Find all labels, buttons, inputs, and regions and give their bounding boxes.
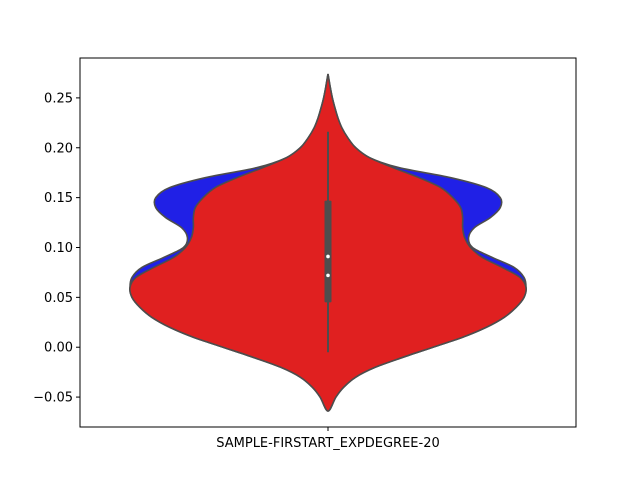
- x-tick-label: SAMPLE-FIRSTART_EXPDEGREE-20: [216, 436, 440, 451]
- box-layer: [324, 131, 332, 353]
- y-tick-label: 0.15: [44, 191, 73, 206]
- y-tick-label: 0.10: [44, 241, 73, 256]
- y-tick-label: −0.05: [33, 391, 73, 406]
- y-tick-label: 0.05: [44, 291, 73, 306]
- box-point-0: [326, 273, 330, 278]
- box-point-1: [326, 254, 330, 259]
- y-axis: −0.05 0.00 0.05 0.10 0.15 0.20 0.25: [33, 91, 80, 406]
- y-tick-label: 0.25: [44, 91, 73, 106]
- y-tick-label: 0.00: [44, 341, 73, 356]
- y-tick-label: 0.20: [44, 141, 73, 156]
- box-iqr: [324, 200, 332, 303]
- x-axis: SAMPLE-FIRSTART_EXPDEGREE-20: [216, 427, 440, 451]
